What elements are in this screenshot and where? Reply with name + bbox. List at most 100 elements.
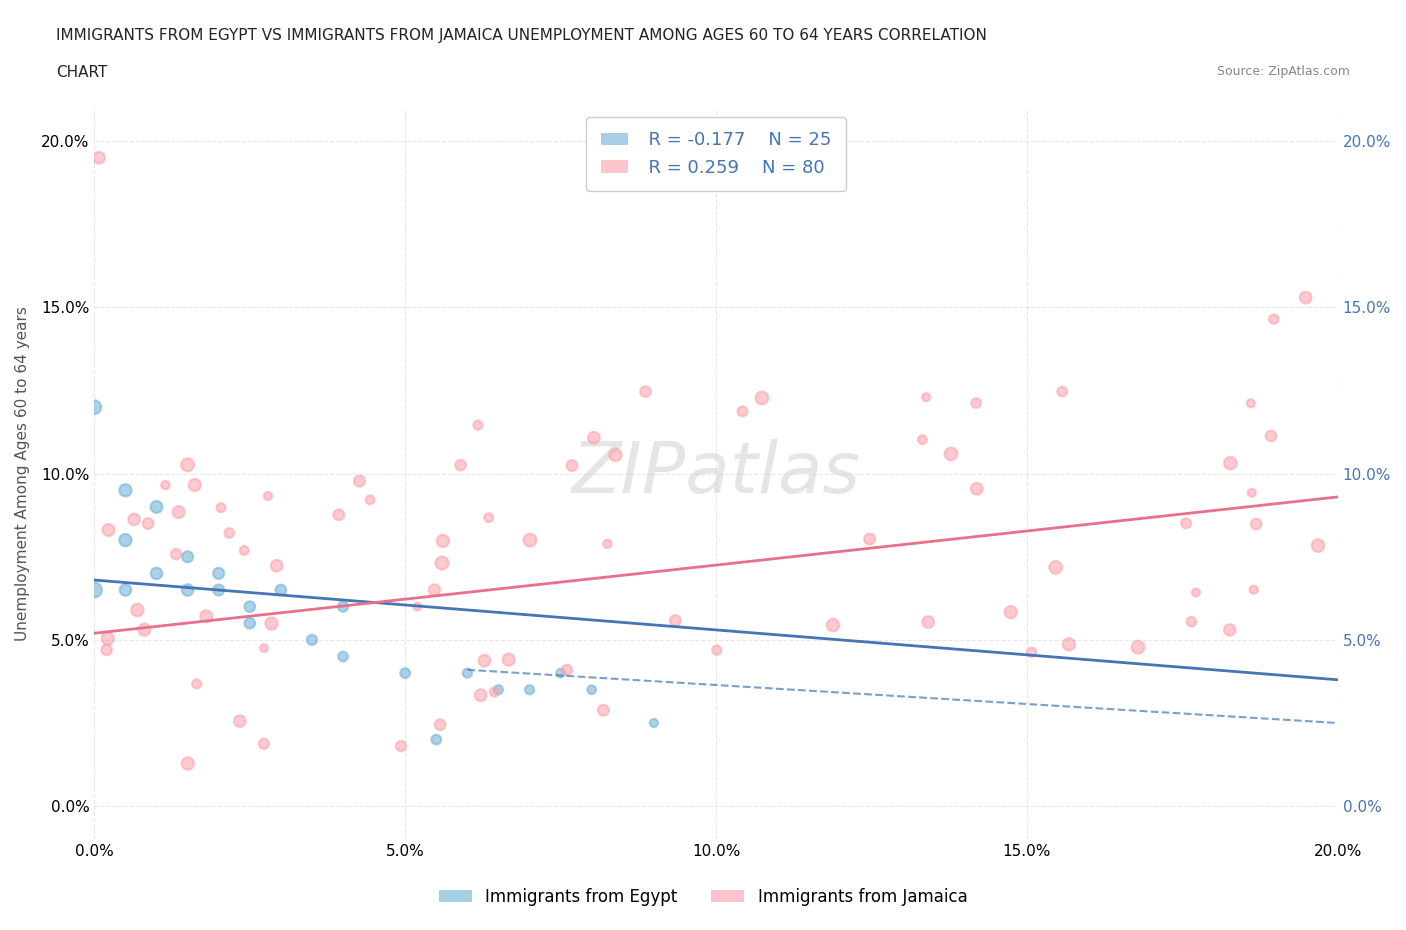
Point	[155, 478, 177, 493]
Point	[1052, 384, 1074, 399]
Point	[127, 603, 149, 618]
Point	[253, 641, 276, 656]
Point	[731, 404, 754, 418]
Text: CHART: CHART	[56, 65, 108, 80]
Point	[208, 566, 231, 581]
Point	[332, 599, 354, 614]
Point	[423, 582, 446, 597]
Point	[1180, 614, 1202, 629]
Point	[406, 599, 429, 614]
Point	[915, 390, 938, 405]
Point	[114, 483, 136, 498]
Point	[97, 523, 120, 538]
Point	[177, 756, 200, 771]
Point	[1219, 622, 1241, 637]
Point	[176, 550, 198, 565]
Point	[239, 599, 262, 614]
Point	[165, 547, 187, 562]
Point	[1126, 640, 1149, 655]
Point	[1295, 290, 1317, 305]
Point	[134, 622, 156, 637]
Point	[167, 505, 190, 520]
Point	[1244, 516, 1267, 531]
Point	[1185, 585, 1208, 600]
Point	[229, 713, 252, 728]
Point	[114, 582, 136, 597]
Point	[209, 500, 232, 515]
Point	[1175, 516, 1198, 531]
Point	[821, 618, 844, 632]
Point	[208, 582, 231, 597]
Point	[432, 534, 454, 549]
Point	[484, 684, 506, 699]
Point	[145, 499, 167, 514]
Point	[519, 533, 541, 548]
Point	[966, 482, 988, 497]
Point	[917, 615, 939, 630]
Point	[328, 507, 350, 522]
Point	[634, 384, 657, 399]
Point	[555, 662, 578, 677]
Point	[122, 512, 145, 527]
Point	[470, 688, 492, 703]
Point	[186, 676, 208, 691]
Point	[519, 683, 541, 698]
Point	[1263, 312, 1285, 326]
Point	[253, 737, 276, 751]
Point	[643, 715, 665, 730]
Point	[389, 738, 412, 753]
Point	[561, 458, 583, 473]
Point	[751, 391, 773, 405]
Point	[359, 492, 381, 507]
Point	[114, 533, 136, 548]
Text: Source: ZipAtlas.com: Source: ZipAtlas.com	[1216, 65, 1350, 78]
Point	[145, 566, 167, 581]
Point	[270, 582, 292, 597]
Point	[1240, 485, 1263, 500]
Point	[467, 418, 489, 432]
Point	[184, 477, 207, 492]
Text: IMMIGRANTS FROM EGYPT VS IMMIGRANTS FROM JAMAICA UNEMPLOYMENT AMONG AGES 60 TO 6: IMMIGRANTS FROM EGYPT VS IMMIGRANTS FROM…	[56, 28, 987, 43]
Point	[1000, 604, 1022, 619]
Legend:   R = -0.177    N = 25,   R = 0.259    N = 80: R = -0.177 N = 25, R = 0.259 N = 80	[586, 117, 846, 191]
Point	[592, 703, 614, 718]
Point	[218, 525, 240, 540]
Point	[664, 613, 686, 628]
Point	[1243, 582, 1265, 597]
Point	[1045, 560, 1067, 575]
Point	[176, 458, 198, 472]
Point	[136, 516, 159, 531]
Point	[239, 616, 262, 631]
Point	[859, 532, 882, 547]
Point	[965, 395, 987, 410]
Text: ZIPatlas: ZIPatlas	[572, 439, 860, 508]
Point	[257, 488, 280, 503]
Point	[1021, 644, 1043, 659]
Point	[450, 458, 472, 472]
Y-axis label: Unemployment Among Ages 60 to 64 years: Unemployment Among Ages 60 to 64 years	[15, 306, 30, 641]
Point	[301, 632, 323, 647]
Point	[939, 446, 962, 461]
Point	[430, 555, 453, 570]
Point	[260, 617, 283, 631]
Point	[349, 473, 371, 488]
Point	[605, 447, 627, 462]
Legend: Immigrants from Egypt, Immigrants from Jamaica: Immigrants from Egypt, Immigrants from J…	[432, 881, 974, 912]
Point	[195, 609, 218, 624]
Point	[1306, 538, 1329, 553]
Point	[478, 511, 501, 525]
Point	[550, 666, 572, 681]
Point	[394, 666, 416, 681]
Point	[456, 666, 478, 681]
Point	[176, 582, 198, 597]
Point	[706, 643, 728, 658]
Point	[425, 732, 447, 747]
Point	[596, 537, 619, 551]
Point	[1219, 456, 1241, 471]
Point	[1240, 396, 1263, 411]
Point	[83, 400, 105, 415]
Point	[97, 631, 120, 646]
Point	[582, 431, 605, 445]
Point	[429, 717, 451, 732]
Point	[474, 653, 496, 668]
